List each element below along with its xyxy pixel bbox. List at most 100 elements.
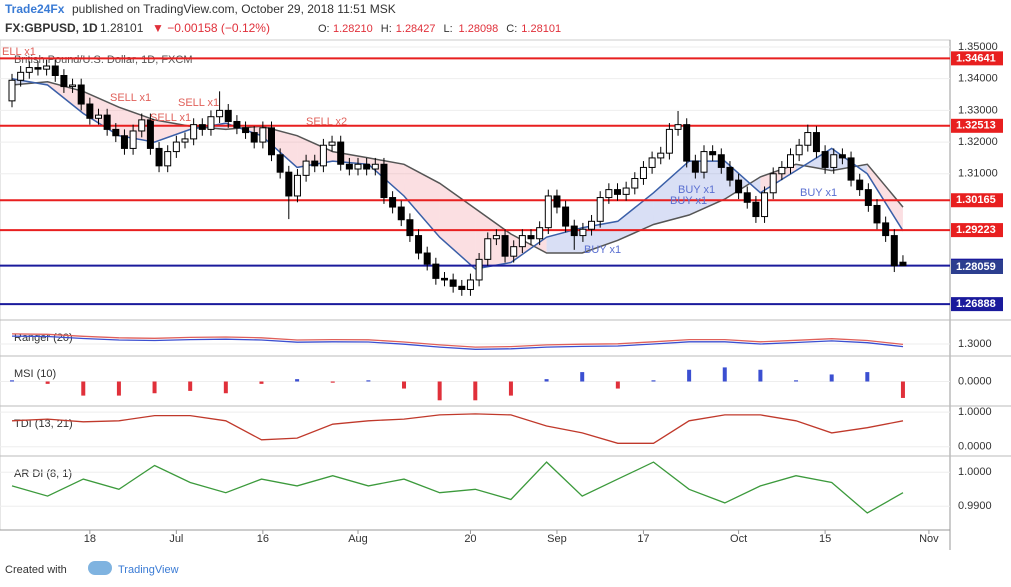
published: published on TradingView.com, October 29… xyxy=(72,2,396,16)
signal-label: BUY x1 xyxy=(670,195,707,207)
candle-body xyxy=(285,171,293,197)
histogram-bar xyxy=(188,381,193,391)
histogram-bar xyxy=(10,380,14,382)
level-label: 1.32513 xyxy=(956,120,996,132)
candle-body xyxy=(466,279,474,290)
histogram-bar xyxy=(81,381,86,396)
candle-body xyxy=(588,220,596,230)
candle-body xyxy=(735,179,743,194)
candle-body xyxy=(198,124,206,130)
candle-body xyxy=(553,195,561,208)
candle-body xyxy=(752,201,760,218)
histogram-bar xyxy=(687,369,692,382)
candle-body xyxy=(544,195,552,229)
candle-body xyxy=(397,206,405,221)
candle-body xyxy=(605,189,613,199)
candle-body xyxy=(847,157,855,181)
ma-band xyxy=(867,164,903,231)
candle-body xyxy=(562,206,570,227)
candle-body xyxy=(449,279,457,287)
candle-body xyxy=(164,151,172,167)
y-tick-label: 1.3000 xyxy=(958,338,992,350)
candle-body xyxy=(657,152,665,159)
footer-brand[interactable]: TradingView xyxy=(118,564,179,576)
ohlc-value: 1.28427 xyxy=(396,23,436,35)
candle-body xyxy=(311,160,319,167)
x-tick-label: Jul xyxy=(169,533,183,545)
level-label: 1.30165 xyxy=(956,194,996,206)
level-badge xyxy=(951,193,1003,208)
candle-body xyxy=(155,147,163,167)
x-tick-label: Oct xyxy=(730,533,747,545)
y-tick-label: 0.0000 xyxy=(958,375,992,387)
level-label: 1.29223 xyxy=(956,224,996,236)
histogram-bar xyxy=(295,379,300,382)
ohlc-label: O: xyxy=(318,23,330,35)
x-tick-label: 15 xyxy=(819,533,831,545)
candle-body xyxy=(190,124,198,140)
y-tick-label: 1.32000 xyxy=(958,136,998,148)
candle-body xyxy=(614,189,621,195)
candle-body xyxy=(354,163,362,170)
histogram-bar xyxy=(508,381,513,396)
candle-body xyxy=(787,154,794,168)
signal-label: SELL x1 xyxy=(110,92,151,104)
signal-label: SELL x2 xyxy=(306,116,347,128)
candle-body xyxy=(172,141,180,153)
candle-body xyxy=(579,228,587,237)
candle-body xyxy=(856,179,864,191)
candle-body xyxy=(146,119,154,149)
ohlc-value: 1.28098 xyxy=(459,23,499,35)
candle-body xyxy=(717,154,725,168)
histogram-bar xyxy=(402,381,407,389)
histogram-bar xyxy=(544,379,549,382)
candle-body xyxy=(423,252,431,265)
histogram-bar xyxy=(758,369,763,382)
candle-body xyxy=(890,235,898,267)
candle-body xyxy=(458,285,466,290)
candle-body xyxy=(129,130,137,149)
histogram-bar xyxy=(152,381,157,394)
histogram-bar xyxy=(900,381,905,398)
signal-label: SELL x1 xyxy=(150,112,191,124)
candle-body xyxy=(864,189,872,206)
candle-body xyxy=(233,120,241,129)
y-tick-label: 0.0000 xyxy=(958,441,992,453)
candle-body xyxy=(432,263,440,279)
change: ▼ −0.00158 (−0.12%) xyxy=(152,21,270,35)
signal-label: ELL x1 xyxy=(2,46,36,58)
candle-body xyxy=(527,235,535,240)
ma-band xyxy=(724,161,761,200)
candle-body xyxy=(821,151,829,168)
candle-body xyxy=(319,144,327,167)
candle-body xyxy=(25,67,33,73)
histogram-bar xyxy=(722,367,727,382)
y-tick-label: 1.33000 xyxy=(958,104,998,116)
histogram-bar xyxy=(223,381,228,394)
indicator-line xyxy=(11,413,904,444)
ma-band xyxy=(617,192,654,241)
candle-body xyxy=(899,261,907,267)
candle-body xyxy=(112,128,120,137)
candle-body xyxy=(838,154,846,159)
level-badge xyxy=(951,118,1003,133)
candle-body xyxy=(484,238,492,260)
candle-body xyxy=(77,84,85,105)
histogram-bar xyxy=(45,381,50,384)
level-label: 1.34641 xyxy=(956,52,996,64)
candle-body xyxy=(648,157,656,168)
x-tick-label: 18 xyxy=(84,533,96,545)
candle-body xyxy=(665,128,673,154)
x-tick-label: Nov xyxy=(919,533,939,545)
histogram-bar xyxy=(615,381,620,389)
candle-body xyxy=(709,151,717,156)
ma-band xyxy=(760,164,797,193)
ohlc-label: H: xyxy=(381,23,392,35)
histogram-bar xyxy=(651,380,656,382)
x-tick-label: 20 xyxy=(464,533,476,545)
histogram-bar xyxy=(437,381,442,401)
histogram-bar xyxy=(116,381,121,396)
footer-created: Created with xyxy=(5,564,67,576)
signal-label: SELL x1 xyxy=(178,97,219,109)
